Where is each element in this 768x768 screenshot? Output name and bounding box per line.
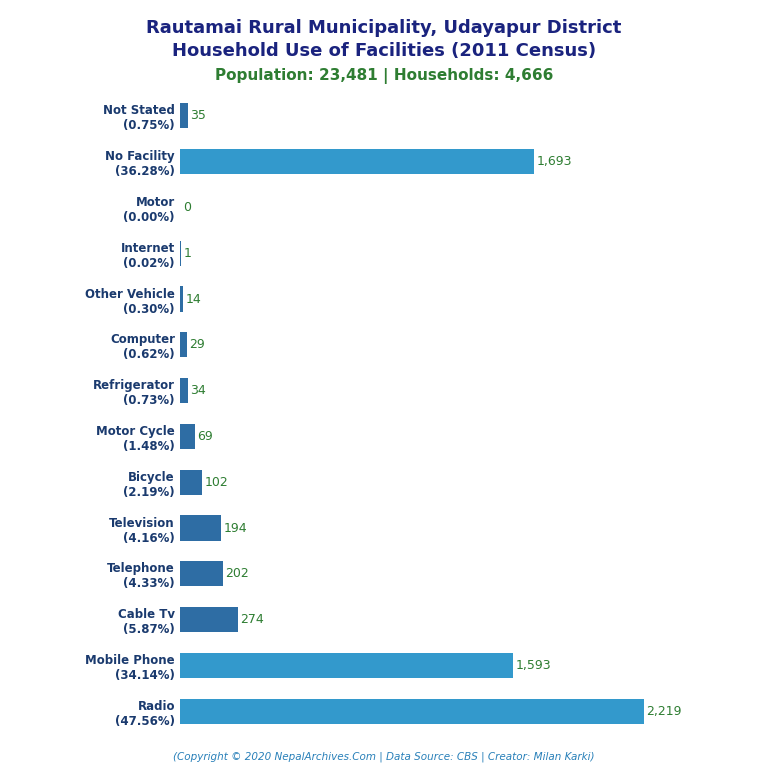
Bar xyxy=(180,653,513,678)
Text: 69: 69 xyxy=(197,430,214,443)
Text: 202: 202 xyxy=(225,568,249,581)
Text: 1,693: 1,693 xyxy=(537,155,572,168)
Bar xyxy=(180,378,187,403)
Bar xyxy=(180,103,188,128)
Text: Rautamai Rural Municipality, Udayapur District: Rautamai Rural Municipality, Udayapur Di… xyxy=(147,19,621,37)
Text: 102: 102 xyxy=(204,476,228,488)
Bar xyxy=(180,515,221,541)
Text: Household Use of Facilities (2011 Census): Household Use of Facilities (2011 Census… xyxy=(172,42,596,60)
Text: 0: 0 xyxy=(183,201,191,214)
Text: 35: 35 xyxy=(190,109,206,122)
Text: 194: 194 xyxy=(223,521,247,535)
Text: 34: 34 xyxy=(190,384,206,397)
Text: 274: 274 xyxy=(240,613,264,626)
Bar xyxy=(180,561,223,587)
Text: 1,593: 1,593 xyxy=(516,659,551,672)
Bar xyxy=(180,149,534,174)
Bar xyxy=(180,424,195,449)
Bar xyxy=(180,286,184,312)
Text: 2,219: 2,219 xyxy=(647,705,682,718)
Bar xyxy=(180,470,202,495)
Text: Population: 23,481 | Households: 4,666: Population: 23,481 | Households: 4,666 xyxy=(215,68,553,84)
Bar xyxy=(180,699,644,724)
Text: 29: 29 xyxy=(189,339,205,351)
Bar xyxy=(180,333,187,357)
Bar xyxy=(180,607,238,632)
Text: 1: 1 xyxy=(184,247,191,260)
Text: 14: 14 xyxy=(186,293,202,306)
Text: (Copyright © 2020 NepalArchives.Com | Data Source: CBS | Creator: Milan Karki): (Copyright © 2020 NepalArchives.Com | Da… xyxy=(174,751,594,762)
